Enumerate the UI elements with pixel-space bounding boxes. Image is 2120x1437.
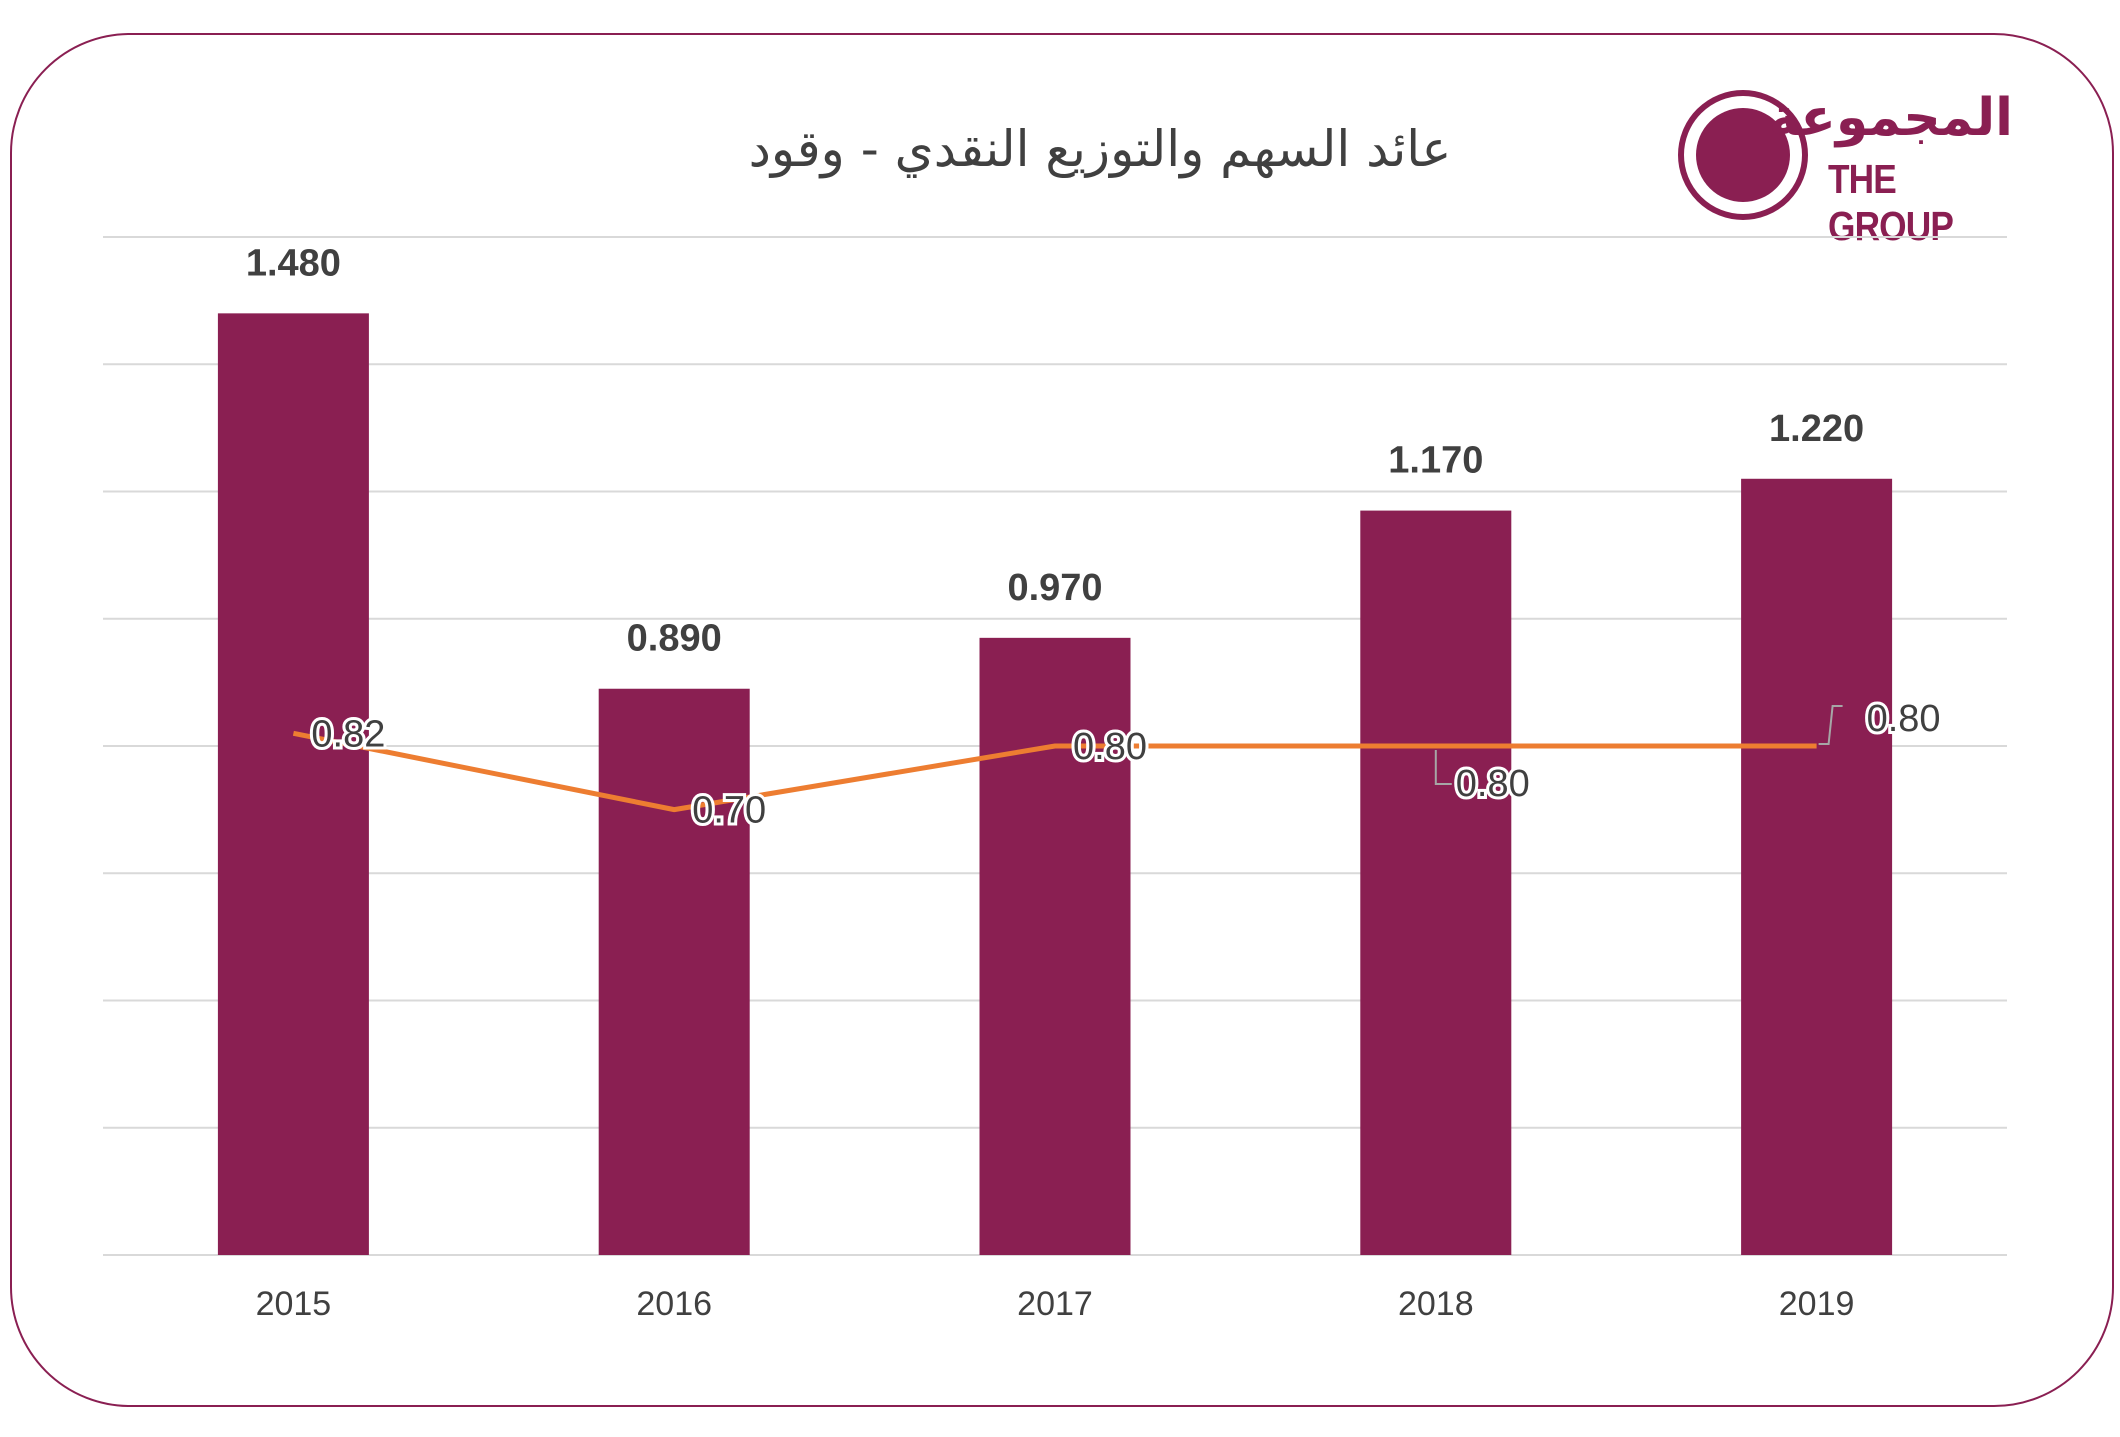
x-tick-label-2018: 2018 xyxy=(1398,1285,1474,1323)
x-tick-label-2017: 2017 xyxy=(1017,1285,1093,1323)
bar-2019 xyxy=(1741,478,1893,1255)
line-value-label-2019: 0.80 xyxy=(1867,698,1941,740)
bar-value-label-2016: 0.890 xyxy=(627,618,722,660)
leader-line-2018 xyxy=(1434,750,1452,785)
bar-2018 xyxy=(1360,510,1512,1255)
line-value-label-2015: 0.82 xyxy=(311,713,385,755)
bar-value-label-2018: 1.170 xyxy=(1388,440,1483,482)
x-tick-label-2015: 2015 xyxy=(256,1285,332,1323)
company-logo: المجموعة THE GROUP xyxy=(1678,88,2018,249)
bar-2015 xyxy=(217,313,369,1256)
leader-line-2019 xyxy=(1818,705,1843,745)
bar-2016 xyxy=(598,688,750,1255)
line-value-label-2017: 0.80 xyxy=(1073,726,1147,768)
line-value-label-2016: 0.70 xyxy=(692,790,766,832)
falcon-emblem-icon xyxy=(1678,90,1808,220)
x-tick-label-2016: 2016 xyxy=(636,1285,712,1323)
bar-value-label-2015: 1.480 xyxy=(246,242,341,284)
chart-title: عائد السهم والتوزيع النقدي - وقود xyxy=(748,120,1452,178)
line-value-label-2018: 0.80 xyxy=(1456,763,1530,805)
logo-arabic-text: المجموعة xyxy=(1768,88,2013,148)
logo-english-text: THE GROUP xyxy=(1828,156,1954,249)
bar-value-label-2017: 0.970 xyxy=(1007,567,1102,609)
distribution-line xyxy=(292,730,1817,813)
x-tick-label-2019: 2019 xyxy=(1779,1285,1855,1323)
bar-value-label-2019: 1.220 xyxy=(1769,408,1864,450)
bar-2017 xyxy=(979,637,1131,1255)
